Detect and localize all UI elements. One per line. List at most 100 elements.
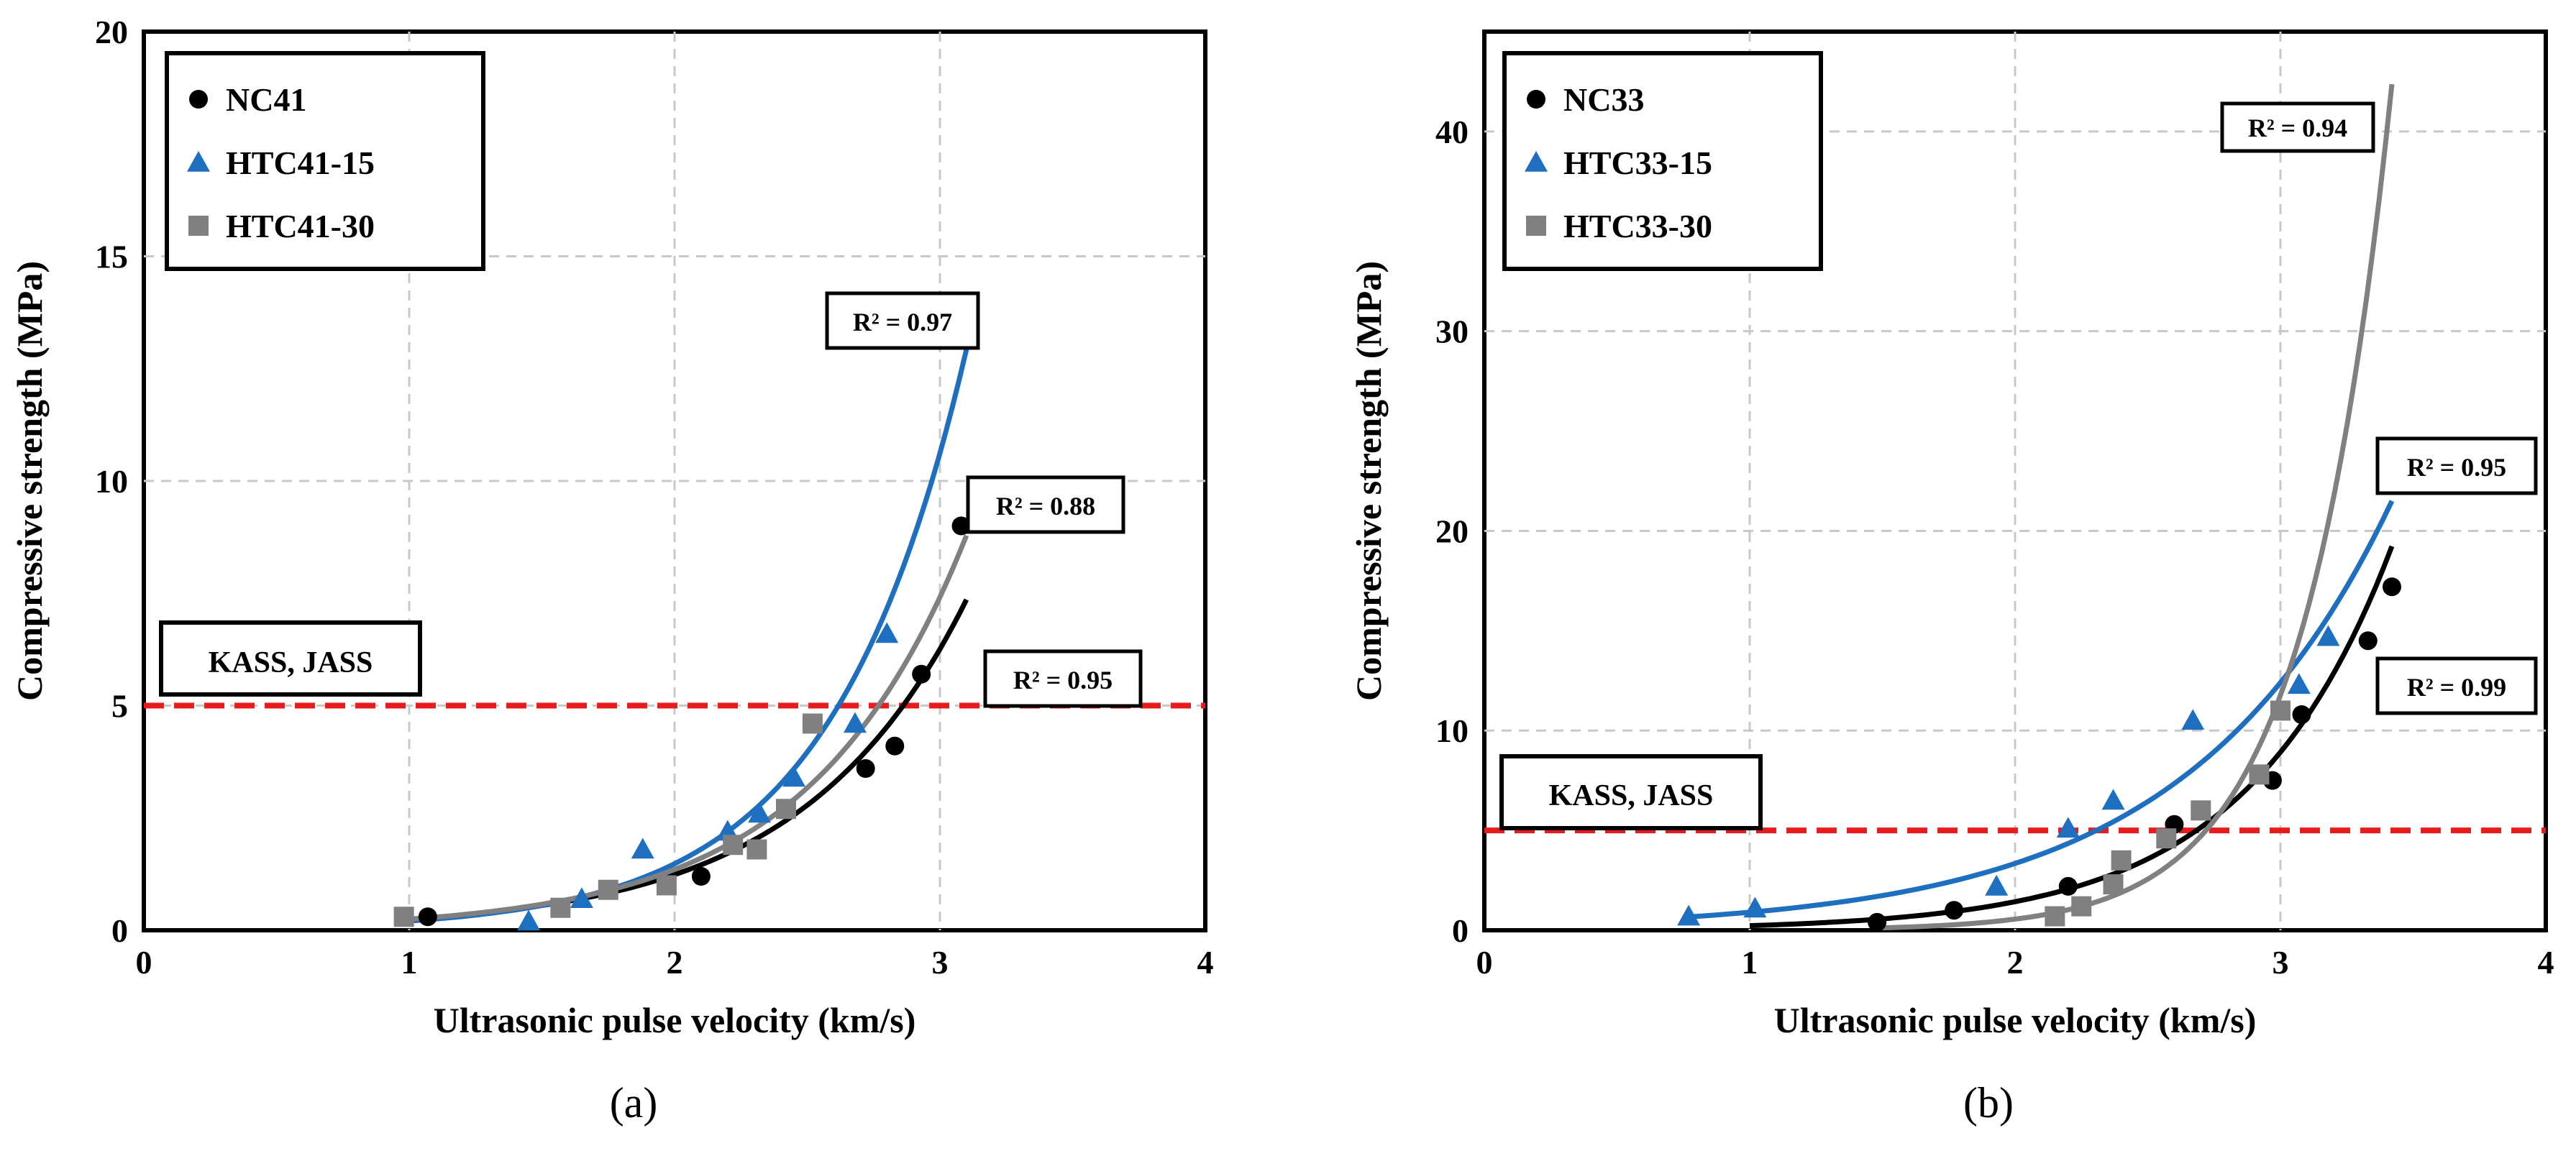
data-point-htc41-30 bbox=[550, 897, 571, 918]
data-point-htc41-15 bbox=[875, 622, 899, 643]
y-tick-label: 30 bbox=[1435, 313, 1469, 350]
trendline-htc33-30 bbox=[1882, 83, 2395, 931]
r2-label-htc33-15: R² = 0.95 bbox=[2407, 453, 2506, 482]
data-point-htc33-15 bbox=[2316, 625, 2340, 646]
data-point-htc41-15 bbox=[631, 838, 654, 859]
trendline-htc41-30 bbox=[408, 534, 969, 922]
data-point-nc41 bbox=[856, 759, 875, 778]
data-point-htc33-15 bbox=[1677, 904, 1701, 926]
r2-box-htc33-15 bbox=[2375, 436, 2538, 495]
y-tick-label: 10 bbox=[1435, 712, 1469, 749]
panel-label-b: (b) bbox=[1963, 1079, 2014, 1127]
panel-label-a: (a) bbox=[609, 1079, 658, 1127]
data-point-htc33-30 bbox=[2270, 700, 2290, 721]
x-tick-label: 4 bbox=[1197, 944, 1214, 981]
data-point-htc41-15 bbox=[748, 802, 772, 823]
legend-label-htc33-15: HTC33-15 bbox=[1563, 144, 1712, 181]
data-point-htc33-30 bbox=[2045, 906, 2065, 927]
tick-labels-a: 0 1 2 3 4 0 5 10 15 20 bbox=[95, 14, 1214, 981]
data-point-nc33 bbox=[2058, 876, 2078, 896]
data-point-htc33-15 bbox=[1985, 874, 2009, 896]
legend-entries-a: NC41 HTC41-15 HTC41-30 bbox=[187, 81, 375, 244]
trendline-htc33-15 bbox=[1688, 500, 2395, 919]
legend-marker-nc33 bbox=[1527, 90, 1545, 109]
data-point-nc41 bbox=[885, 736, 905, 756]
data-point-nc33 bbox=[1868, 912, 1887, 932]
data-point-nc33 bbox=[2358, 631, 2378, 651]
legend-marker-htc33-30 bbox=[1526, 216, 1546, 236]
data-point-htc41-30 bbox=[656, 875, 677, 896]
r2-label-htc41-15: R² = 0.97 bbox=[853, 308, 952, 336]
x-tick-label: 0 bbox=[136, 944, 152, 981]
data-point-htc33-15 bbox=[2056, 817, 2080, 838]
data-point-nc41 bbox=[418, 907, 437, 927]
data-point-htc33-30 bbox=[2111, 850, 2132, 871]
legend-label-htc33-30: HTC33-30 bbox=[1563, 208, 1712, 244]
data-point-htc33-30 bbox=[2249, 764, 2270, 785]
r2-box-htc41-30 bbox=[966, 475, 1125, 534]
data-point-htc33-30 bbox=[2156, 828, 2177, 849]
y-tick-label: 10 bbox=[95, 463, 128, 500]
legend-marker-htc41-30 bbox=[188, 216, 209, 236]
r2-box-htc33-30 bbox=[2220, 101, 2375, 153]
x-tick-label: 1 bbox=[401, 944, 418, 981]
data-point-htc41-15 bbox=[570, 887, 593, 909]
data-points-a bbox=[393, 516, 971, 931]
r2-label-htc33-30: R² = 0.94 bbox=[2248, 114, 2347, 142]
data-point-htc41-15 bbox=[843, 712, 867, 733]
data-point-htc41-15 bbox=[782, 766, 806, 787]
chart-panel-a: 0 1 2 3 4 0 5 10 15 20 Ultrasonic pulse velocity … bbox=[9, 14, 1214, 1040]
y-tick-label: 0 bbox=[1452, 912, 1469, 949]
x-axis-label-a: Ultrasonic pulse velocity (km/s) bbox=[434, 1000, 916, 1040]
x-tick-label: 0 bbox=[1476, 944, 1493, 981]
legend-b bbox=[1502, 51, 1823, 271]
data-point-htc41-30 bbox=[775, 799, 796, 820]
data-point-nc41 bbox=[912, 664, 931, 684]
x-tick-label: 3 bbox=[932, 944, 949, 981]
y-tick-label: 0 bbox=[111, 912, 128, 949]
data-point-htc33-15 bbox=[1743, 896, 1767, 918]
legend-a bbox=[165, 51, 485, 271]
r2-label-nc41: R² = 0.95 bbox=[1013, 666, 1113, 694]
data-point-htc41-30 bbox=[802, 713, 823, 734]
y-tick-label: 5 bbox=[111, 688, 128, 725]
reference-label-box-a bbox=[159, 620, 422, 697]
data-point-nc33 bbox=[2292, 705, 2311, 724]
reference-label-box-b bbox=[1499, 754, 1763, 830]
reference-label-a: KASS, JASS bbox=[209, 646, 373, 679]
x-axis-label-b: Ultrasonic pulse velocity (km/s) bbox=[1774, 1000, 2257, 1040]
data-point-htc41-15 bbox=[517, 909, 541, 931]
x-tick-label: 1 bbox=[1742, 944, 1758, 981]
legend-label-nc41: NC41 bbox=[226, 81, 306, 118]
y-axis-label-a: Compressive strength (MPa) bbox=[9, 261, 50, 701]
data-point-htc33-30 bbox=[2191, 800, 2211, 821]
legend-label-htc41-15: HTC41-15 bbox=[226, 144, 375, 181]
data-point-htc33-15 bbox=[2101, 789, 2125, 810]
data-point-htc41-30 bbox=[598, 879, 618, 900]
y-tick-label: 20 bbox=[95, 14, 128, 50]
x-tick-label: 4 bbox=[2538, 944, 2554, 981]
x-tick-label: 3 bbox=[2273, 944, 2289, 981]
r2-box-htc41-15 bbox=[825, 291, 980, 350]
data-point-htc33-30 bbox=[2071, 896, 2092, 917]
data-point-htc33-15 bbox=[2181, 709, 2205, 730]
data-point-nc41 bbox=[951, 516, 971, 536]
data-point-htc41-30 bbox=[746, 839, 767, 860]
legend-marker-nc41 bbox=[189, 90, 208, 109]
data-point-htc33-30 bbox=[2103, 874, 2124, 895]
y-tick-label: 20 bbox=[1435, 513, 1469, 549]
y-tick-label: 15 bbox=[95, 239, 128, 275]
legend-entries-b: NC33 HTC33-15 HTC33-30 bbox=[1525, 81, 1712, 244]
r2-label-htc41-30: R² = 0.88 bbox=[996, 492, 1095, 520]
x-tick-label: 2 bbox=[667, 944, 683, 981]
legend-marker-htc33-15 bbox=[1525, 151, 1548, 172]
y-axis-label-b: Compressive strength (MPa) bbox=[1348, 261, 1389, 701]
reference-label-b: KASS, JASS bbox=[1549, 779, 1714, 812]
data-point-nc33 bbox=[1945, 901, 1964, 920]
y-tick-label: 40 bbox=[1435, 114, 1469, 150]
trendlines-a bbox=[408, 348, 969, 924]
data-point-nc41 bbox=[691, 867, 711, 886]
